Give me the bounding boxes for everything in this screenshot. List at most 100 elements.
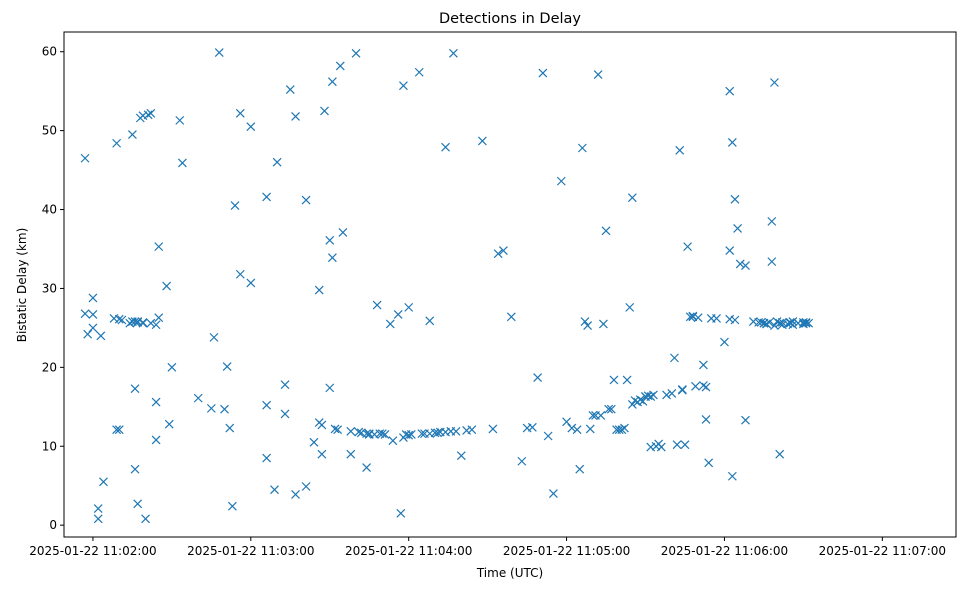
data-point [425,316,435,326]
data-point [130,384,140,394]
data-point [325,235,335,245]
data-point [396,508,406,518]
data-point [162,281,172,291]
data-point [272,157,282,167]
data-point [225,423,235,433]
data-point [646,392,656,401]
data-point [130,317,140,327]
data-point [330,424,340,434]
data-point [399,81,408,91]
data-point [667,388,677,398]
data-point [246,278,256,288]
data-point [548,489,558,499]
data-point [451,426,461,436]
data-point [712,314,721,323]
data-point [725,86,735,96]
data-point [88,323,98,333]
data-point [735,259,745,269]
data-point [662,390,671,400]
data-point [741,415,750,425]
x-tick-label: 2025-01-22 11:06:00 [661,544,788,558]
data-point [235,108,245,118]
data-point [146,108,156,118]
data-point [801,317,811,327]
data-point [725,246,735,255]
data-point [477,136,487,146]
data-point [730,194,740,204]
data-point [93,504,103,514]
x-tick-label: 2025-01-22 11:05:00 [503,544,630,558]
data-point [785,318,795,328]
data-point [354,427,364,437]
data-point [193,393,203,403]
data-point [596,411,606,420]
data-point [393,310,403,319]
x-axis-label: Time (UTC) [476,566,543,580]
x-axis: 2025-01-22 11:02:00 2025-01-22 11:03:00 20… [29,537,946,558]
data-point [648,390,658,400]
data-point [377,429,387,439]
y-tick-label: 0 [49,518,57,532]
data-point [88,293,98,303]
data-point [614,425,624,435]
data-point [333,425,343,435]
y-tick-label: 10 [42,439,57,453]
data-point [327,253,337,263]
data-point [325,383,335,393]
data-point [627,193,637,203]
data-point [209,332,219,342]
data-point [262,192,272,202]
y-tick-label: 60 [42,45,57,59]
x-tick-label: 2025-01-22 11:04:00 [345,544,472,558]
data-point [227,501,237,511]
data-point [177,158,187,168]
y-tick-label: 30 [42,281,57,295]
data-point [683,242,693,252]
chart-title: Detections in Delay [439,11,581,27]
data-point [301,482,311,491]
data-point [346,426,356,436]
data-point [112,138,122,148]
data-point [767,257,777,267]
data-point [117,315,127,325]
data-point [285,85,295,95]
data-point [143,110,153,120]
data-point [698,360,708,370]
data-point [656,442,666,452]
data-point [133,499,143,509]
data-point [235,269,245,279]
data-point [672,440,682,450]
data-point [580,317,590,327]
data-point [220,404,229,414]
data-point [154,313,164,323]
data-point [720,337,729,347]
data-point [764,317,774,327]
data-point [517,456,527,466]
y-tick-label: 50 [42,124,57,138]
data-point [609,375,619,385]
data-markers [81,48,814,524]
data-point [704,458,714,468]
data-point [488,424,498,434]
data-point [93,514,103,524]
data-point [280,380,290,390]
data-point [527,422,537,432]
data-point [320,106,329,116]
data-point [606,404,616,414]
x-tick-label: 2025-01-22 11:03:00 [187,544,314,558]
data-point [693,313,703,323]
data-point [385,319,395,329]
data-point [346,449,356,459]
data-point [246,122,256,132]
data-point [164,419,174,429]
data-point [727,471,737,481]
data-point [214,48,224,57]
data-point [206,403,216,413]
data-point [291,489,300,499]
data-point [498,246,508,255]
data-point [467,425,477,435]
data-point [567,423,577,433]
data-point [506,312,516,322]
data-point [309,437,319,447]
